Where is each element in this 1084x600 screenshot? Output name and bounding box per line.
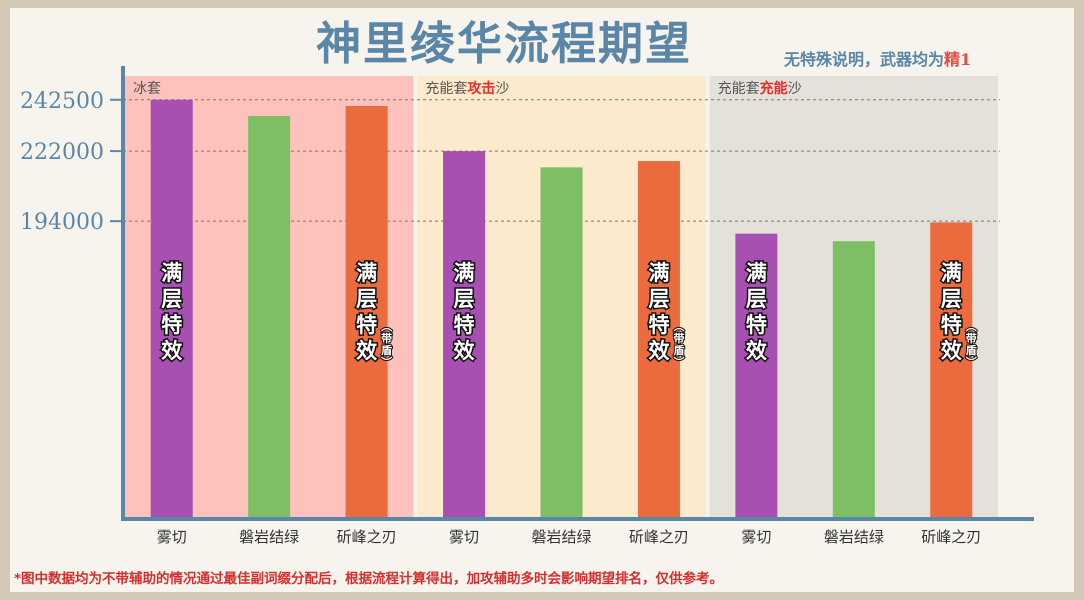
footnote: *图中数据均为不带辅助的情况通过最佳副词缀分配后，根据流程计算得出，加攻辅助多时…: [14, 571, 724, 587]
bar-annotation-char: 效: [161, 339, 182, 363]
x-category-label: 磐岩结绿: [239, 528, 299, 546]
x-category-label: 磐岩结绿: [531, 528, 591, 546]
x-category-label: 斫峰之刃: [629, 528, 689, 546]
bar-annotation-char: 满: [941, 261, 962, 285]
y-tick-label: 242500: [20, 89, 104, 114]
bar-annotation-char: 特: [454, 313, 475, 337]
y-tick-label: 222000: [20, 140, 104, 165]
bar: [832, 241, 875, 519]
bar: [345, 106, 388, 519]
bar-sub-annotation-char: 带: [381, 331, 392, 345]
x-category-label: 斫峰之刃: [921, 528, 981, 546]
bar-sub-annotation-paren: ︵: [380, 320, 393, 333]
chart-title: 神里绫华流程期望: [316, 17, 693, 70]
bar-annotation-char: 层: [941, 287, 962, 311]
weapon-refinement-note: 无特殊说明，武器均为精1: [784, 48, 1064, 72]
group-label: 冰套: [133, 81, 161, 97]
bar-annotation-char: 满: [454, 261, 475, 285]
bar-annotation-char: 效: [454, 339, 475, 363]
bar-annotation-char: 效: [746, 339, 767, 363]
bar: [248, 116, 291, 519]
group-label: 充能套充能沙: [718, 80, 802, 97]
bar-annotation-char: 层: [454, 287, 475, 311]
bar-sub-annotation-paren: ︶: [380, 355, 393, 369]
bar: [637, 161, 680, 519]
bar-annotation-char: 层: [356, 287, 377, 311]
bar-annotation-char: 满: [161, 261, 182, 285]
bar-annotation-char: 特: [161, 313, 182, 337]
bar-annotation-char: 特: [356, 313, 377, 337]
bar: [540, 167, 583, 520]
bar-annotation-char: 满: [648, 261, 669, 285]
bar-annotation-char: 特: [746, 313, 767, 337]
bar-annotation-char: 层: [161, 287, 182, 311]
bar: [443, 151, 486, 519]
bar-annotation-char: 特: [941, 313, 962, 337]
bar-annotation-char: 效: [648, 339, 669, 363]
bar-sub-annotation-paren: ︵: [672, 320, 685, 333]
bar-sub-annotation-paren: ︶: [965, 355, 978, 369]
bar-annotation-char: 效: [941, 339, 962, 363]
bar-annotation-char: 层: [746, 287, 767, 311]
bar-sub-annotation-char: 盾: [966, 343, 977, 357]
bar: [150, 99, 193, 520]
bar-annotation-char: 层: [648, 287, 669, 311]
group-label: 充能套攻击沙: [425, 80, 509, 97]
note-prefix: 无特殊说明，武器均为: [784, 50, 945, 69]
bar-sub-annotation-paren: ︵: [965, 320, 978, 333]
x-category-label: 雾切: [741, 528, 771, 546]
bar-annotation-char: 效: [356, 339, 377, 363]
x-category-label: 磐岩结绿: [824, 528, 884, 546]
bar: [735, 233, 778, 519]
bar-sub-annotation-char: 带: [673, 331, 684, 345]
x-category-label: 雾切: [157, 528, 187, 546]
bar-sub-annotation-char: 带: [966, 331, 977, 345]
bar-annotation-char: 特: [648, 313, 669, 337]
y-tick-label: 194000: [20, 210, 104, 235]
bar: [930, 222, 973, 519]
bar-sub-annotation-char: 盾: [381, 343, 392, 357]
bar-annotation-char: 满: [356, 261, 377, 285]
x-category-label: 斫峰之刃: [337, 528, 397, 546]
note-highlight: 精1: [944, 50, 972, 69]
bar-sub-annotation-char: 盾: [673, 343, 684, 357]
bar-sub-annotation-paren: ︶: [672, 355, 685, 369]
x-category-label: 雾切: [449, 528, 479, 546]
bar-annotation-char: 满: [746, 261, 767, 285]
